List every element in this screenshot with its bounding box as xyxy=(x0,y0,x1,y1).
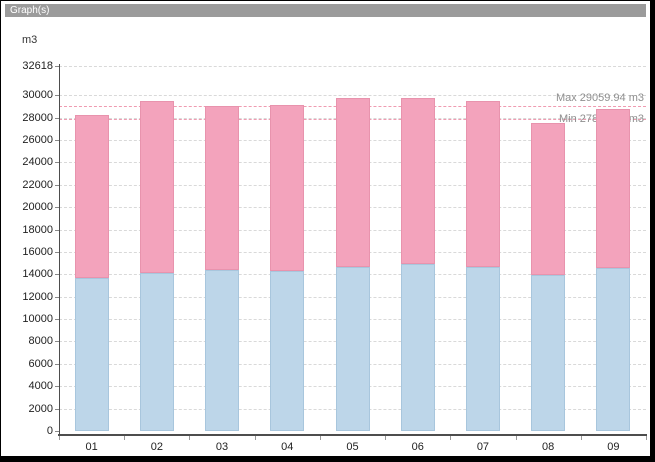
x-axis-tick xyxy=(516,434,517,440)
y-axis-tick-label: 4000 xyxy=(28,380,53,392)
stacked-bar-07 xyxy=(465,100,500,431)
x-axis-category-label: 08 xyxy=(542,441,555,453)
bottom-blue-series-segment xyxy=(596,268,631,431)
stacked-bar-09 xyxy=(596,108,631,431)
top-pink-series-segment xyxy=(270,104,305,271)
y-axis-tick xyxy=(55,230,59,231)
y-axis-tick-label: 16000 xyxy=(22,246,53,258)
y-axis-tick xyxy=(55,185,59,186)
top-pink-series-segment xyxy=(335,97,370,267)
y-axis-tick-label: 30000 xyxy=(22,89,53,101)
y-axis-tick-label: 26000 xyxy=(22,134,53,146)
bottom-blue-series-segment xyxy=(270,270,305,431)
y-axis-tick-label: 22000 xyxy=(22,179,53,191)
y-axis-tick xyxy=(55,319,59,320)
x-axis-category-label: 01 xyxy=(85,441,98,453)
x-axis-tick xyxy=(450,434,451,440)
top-pink-series-segment xyxy=(74,114,109,278)
x-axis-category-label: 03 xyxy=(215,441,229,453)
y-axis-tick-label: 12000 xyxy=(22,291,53,303)
y-axis-tick-label: 10000 xyxy=(22,313,53,325)
stacked-bar-05 xyxy=(335,97,370,431)
x-axis-tick xyxy=(189,434,190,440)
y-axis-tick xyxy=(55,386,59,387)
y-axis-tick-label: 6000 xyxy=(28,358,53,370)
y-axis-tick-label: 18000 xyxy=(22,224,53,236)
stacked-bar-02 xyxy=(139,101,174,431)
y-axis-tick xyxy=(55,95,59,96)
x-axis-category-label: 09 xyxy=(607,441,620,453)
stacked-bar-03 xyxy=(205,105,240,431)
y-axis-tick xyxy=(55,297,59,298)
bottom-blue-series-segment xyxy=(139,272,174,431)
panel-titlebar: Graph(s) xyxy=(5,4,646,17)
y-axis-tick xyxy=(55,431,59,432)
y-axis-tick xyxy=(55,341,59,342)
x-axis-category-label: 04 xyxy=(281,441,294,453)
bottom-blue-series-segment xyxy=(400,264,435,431)
y-axis-unit-label: m3 xyxy=(22,34,38,46)
y-axis-tick xyxy=(55,252,59,253)
y-axis-tick xyxy=(55,409,59,410)
top-pink-series-segment xyxy=(139,101,174,273)
x-axis-tick xyxy=(59,434,60,440)
stacked-bar-01 xyxy=(74,114,109,431)
y-axis-tick-label: 14000 xyxy=(22,268,53,280)
x-axis-tick xyxy=(385,434,386,440)
max-line-label: Max 29059.94 m3 xyxy=(555,92,644,104)
y-axis-tick-label: 28000 xyxy=(22,112,53,124)
y-axis-tick-label: 2000 xyxy=(28,403,53,415)
y-axis-tick-label: 0 xyxy=(46,425,53,437)
x-axis-tick xyxy=(646,434,647,440)
bottom-blue-series-segment xyxy=(531,275,566,431)
y-axis-tick xyxy=(55,207,59,208)
x-axis-category-label: 06 xyxy=(411,441,424,453)
stacked-bar-06 xyxy=(400,97,435,431)
x-axis-tick xyxy=(124,434,125,440)
y-axis-tick-label: 32618 xyxy=(22,60,53,72)
y-axis-tick xyxy=(55,66,59,67)
panel-title: Graph(s) xyxy=(10,5,50,16)
x-axis-tick xyxy=(581,434,582,440)
stacked-bar-04 xyxy=(270,104,305,431)
y-axis-tick-label: 8000 xyxy=(28,335,53,347)
bottom-blue-series-segment xyxy=(335,266,370,431)
x-axis-tick xyxy=(320,434,321,440)
top-pink-series-segment xyxy=(596,108,631,269)
gridline xyxy=(59,66,646,67)
bottom-blue-series-segment xyxy=(74,277,109,431)
y-axis-tick xyxy=(55,364,59,365)
y-axis-tick-label: 20000 xyxy=(22,201,53,213)
x-axis-tick xyxy=(255,434,256,440)
y-axis-tick-label: 24000 xyxy=(22,156,53,168)
y-axis-tick xyxy=(55,118,59,119)
y-axis-tick xyxy=(55,140,59,141)
x-axis-line xyxy=(58,434,647,436)
stacked-bar-08 xyxy=(531,122,566,431)
x-axis-category-label: 05 xyxy=(346,441,359,453)
x-axis-category-label: 02 xyxy=(150,441,163,453)
bottom-blue-series-segment xyxy=(205,269,240,431)
y-axis-tick xyxy=(55,274,59,275)
bottom-blue-series-segment xyxy=(465,266,500,431)
y-axis-line xyxy=(59,64,60,434)
x-axis-category-label: 07 xyxy=(476,441,490,453)
top-pink-series-segment xyxy=(400,97,435,265)
top-pink-series-segment xyxy=(205,105,240,270)
stacked-bar-chart: 0 2000 4000 6000 8000 10000 12000 14000 16000 180… xyxy=(1,1,650,456)
gridline xyxy=(59,95,646,96)
y-axis-tick xyxy=(55,162,59,163)
top-pink-series-segment xyxy=(531,122,566,276)
top-pink-series-segment xyxy=(465,100,500,267)
